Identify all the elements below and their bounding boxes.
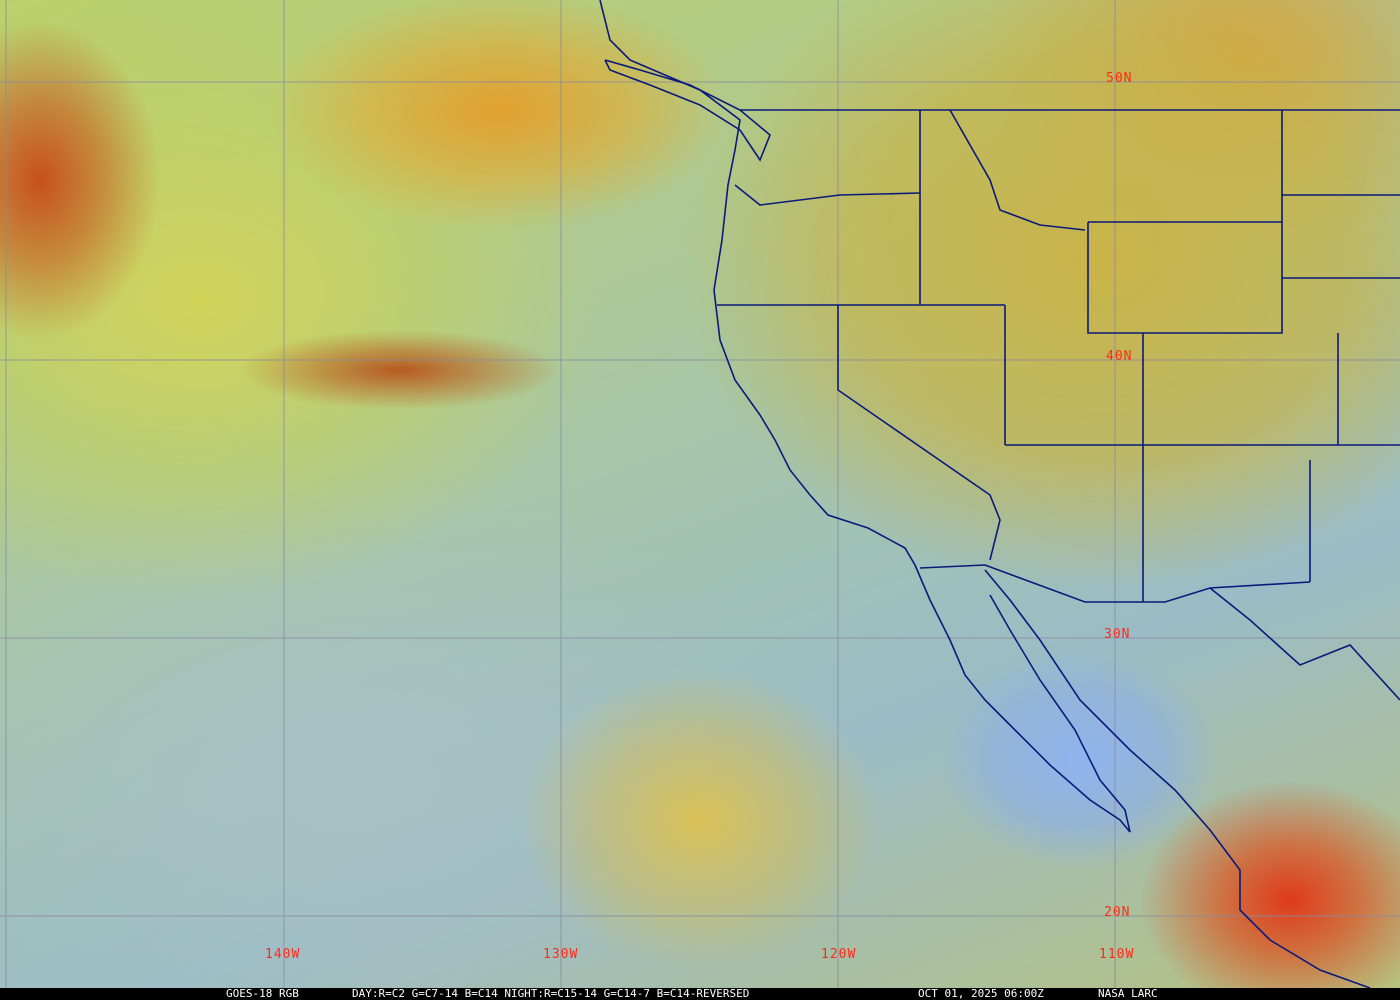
caption-product: GOES-18 RGB <box>226 987 299 1000</box>
border-us-mexico <box>919 564 1311 603</box>
border-id-mt <box>949 109 1086 231</box>
border-wa-or <box>734 184 921 206</box>
lon-label-110w: 110W <box>1099 947 1135 962</box>
lat-label-40n: 40N <box>1106 349 1133 364</box>
coastline-vancouver-island <box>604 59 771 162</box>
lon-label-140w: 140W <box>265 947 301 962</box>
lat-label-50n: 50N <box>1106 71 1133 86</box>
caption-recipe: DAY:R=C2 G=C7-14 B=C14 NIGHT:R=C15-14 G=… <box>352 987 750 1000</box>
border-mexico-texas <box>1209 587 1400 701</box>
lon-label-130w: 130W <box>543 947 579 962</box>
lat-label-30n: 30N <box>1104 627 1131 642</box>
lon-label-120w: 120W <box>821 947 857 962</box>
coastline <box>599 0 1131 833</box>
caption-bar: GOES-18 RGB DAY:R=C2 G=C7-14 B=C14 NIGHT… <box>0 988 1400 1000</box>
caption-datetime: OCT 01, 2025 06:00Z <box>918 987 1044 1000</box>
lat-label-20n: 20N <box>1104 905 1131 920</box>
coastline-mexico-mainland <box>984 569 1371 988</box>
border-ca-nv <box>837 305 1001 561</box>
caption-source: NASA LARC <box>1098 987 1158 1000</box>
border-wy <box>1087 221 1283 334</box>
